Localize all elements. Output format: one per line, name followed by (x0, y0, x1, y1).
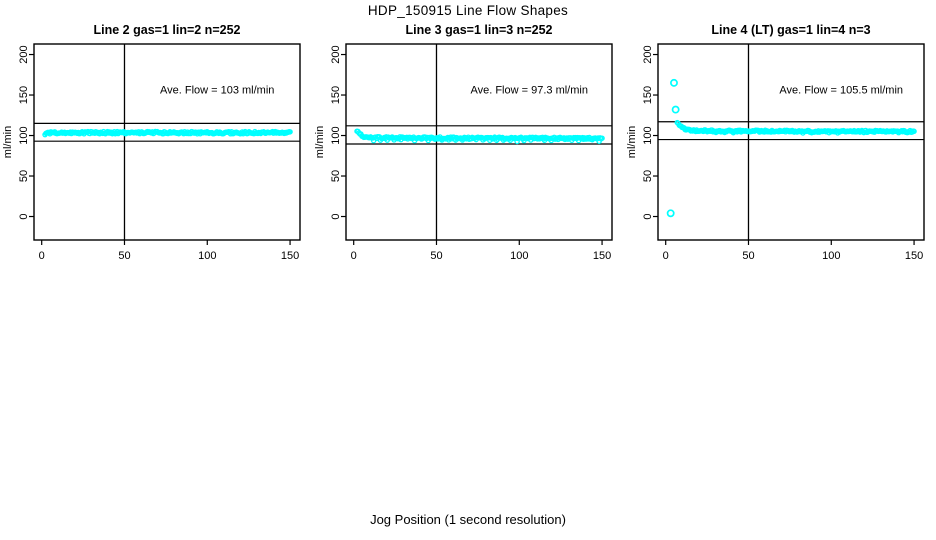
y-axis-unit-label: ml/min (314, 126, 326, 158)
panel-title: Line 3 gas=1 lin=3 n=252 (406, 23, 553, 37)
y-tick-label: 200 (330, 45, 342, 63)
y-axis-unit-label: ml/min (626, 126, 638, 158)
panel-line2-plot: Line 2 gas=1 lin=2 n=252 0 50 100 150 0 50 100 1… (2, 23, 301, 262)
y-tick-label: 150 (330, 86, 342, 104)
y-tick-label: 150 (18, 86, 30, 104)
y-tick-label: 100 (642, 126, 654, 144)
x-tick-label: 50 (430, 250, 442, 262)
x-tick-label: 150 (281, 250, 299, 262)
plot-box (33, 43, 301, 241)
x-tick-label: 50 (118, 250, 130, 262)
y-tick-label: 150 (642, 86, 654, 104)
x-tick-label: 100 (198, 250, 216, 262)
panel-title: Line 4 (LT) gas=1 lin=4 n=3 (711, 23, 870, 37)
y-tick-label: 0 (330, 213, 342, 219)
y-tick-label: 100 (18, 126, 30, 144)
data-point (599, 135, 605, 141)
y-tick-label: 50 (330, 170, 342, 182)
figure-main-title: HDP_150915 Line Flow Shapes (367, 3, 569, 18)
x-tick-label: 100 (822, 250, 840, 262)
y-tick-label: 0 (18, 213, 30, 219)
x-tick-label: 150 (905, 250, 923, 262)
ave-flow-annotation: Ave. Flow = 103 ml/min (160, 84, 274, 96)
x-tick-label: 50 (742, 250, 754, 262)
x-tick-label: 0 (39, 250, 45, 262)
y-tick-label: 50 (18, 170, 30, 182)
outlier-point (671, 105, 680, 114)
data-point (287, 129, 293, 135)
y-tick-label: 200 (18, 45, 30, 63)
x-tick-label: 150 (593, 250, 611, 262)
plot-box (657, 43, 925, 241)
panel-line4-plot: Line 4 (LT) gas=1 lin=4 n=3 0 50 100 150 0 50 1… (626, 23, 925, 262)
y-tick-label: 200 (642, 45, 654, 63)
y-tick-label: 100 (330, 126, 342, 144)
panel-line3-plot: Line 3 gas=1 lin=3 n=252 0 50 100 150 0 50 100 1… (314, 23, 613, 262)
x-tick-label: 0 (351, 250, 357, 262)
x-tick-label: 100 (510, 250, 528, 262)
outlier-point (670, 78, 678, 87)
figure-x-axis-label: Jog Position (1 second resolution) (370, 512, 566, 527)
ave-flow-annotation: Ave. Flow = 105.5 ml/min (779, 84, 903, 96)
y-tick-label: 0 (642, 213, 654, 219)
ave-flow-annotation: Ave. Flow = 97.3 ml/min (470, 84, 587, 96)
plot-box (345, 43, 613, 241)
y-axis-unit-label: ml/min (2, 126, 14, 158)
panel-title: Line 2 gas=1 lin=2 n=252 (94, 23, 241, 37)
data-point (911, 128, 917, 135)
y-tick-label: 50 (642, 170, 654, 182)
x-tick-label: 0 (663, 250, 669, 262)
panels-row: Line 2 gas=1 lin=2 n=252 0 50 100 150 0 50 100 1… (0, 20, 936, 270)
outlier-point (666, 209, 675, 218)
